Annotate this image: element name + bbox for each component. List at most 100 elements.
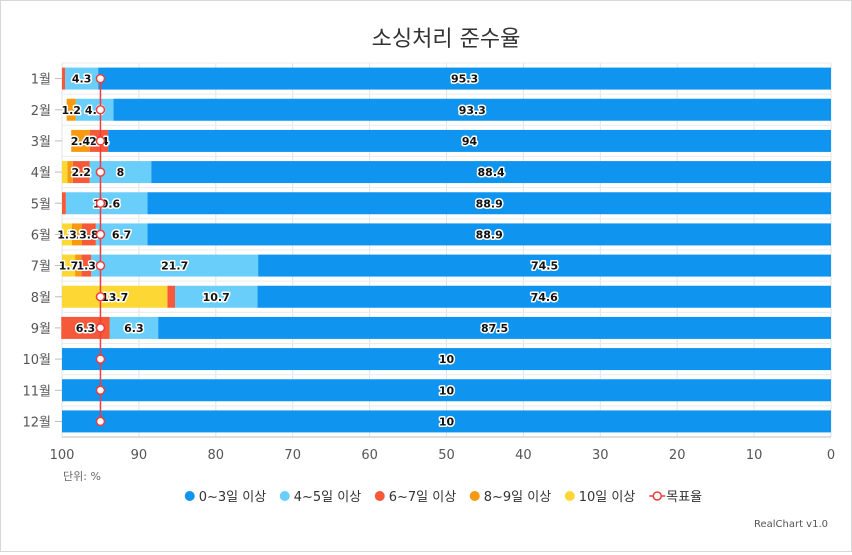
legend-item[interactable]: 10일 이상 (564, 490, 636, 505)
bar-segment[interactable] (62, 223, 72, 246)
target-marker[interactable] (95, 354, 106, 364)
legend-item[interactable]: 목표율 (649, 490, 702, 505)
bar-segment[interactable] (66, 98, 76, 121)
legend-swatch (564, 491, 575, 501)
data-label-halo: 8 (117, 166, 125, 179)
bar-segment[interactable] (158, 316, 831, 339)
target-marker[interactable] (95, 136, 106, 146)
data-label-halo: 6.3 (76, 322, 96, 335)
data-label: 1.7 (59, 260, 79, 273)
data-label: 4.3 (72, 73, 92, 86)
bar-segment[interactable] (81, 254, 92, 277)
data-label: 13.7 (101, 291, 128, 304)
credit-label: RealChart v1.0 (754, 519, 828, 530)
bar-segment[interactable] (62, 67, 66, 90)
target-marker[interactable] (95, 416, 106, 427)
bar-segment[interactable] (65, 192, 148, 215)
data-label-halo: 74.5 (531, 260, 558, 273)
category-label: 9월 (31, 322, 51, 337)
bar-segment[interactable] (71, 129, 90, 152)
bar-segment[interactable] (62, 285, 168, 308)
bars (61, 67, 832, 433)
category-label: 1월 (31, 73, 51, 88)
bar-segment[interactable] (62, 379, 831, 402)
x-tick-label: 60 (361, 448, 378, 463)
target-marker[interactable] (95, 229, 106, 240)
legend-item[interactable]: 0~3일 이상 (184, 490, 266, 505)
bar-segment[interactable] (67, 161, 73, 184)
data-label-halo: 1.2 (61, 104, 81, 117)
bar-segment[interactable] (72, 161, 90, 184)
category-label: 2월 (31, 104, 51, 119)
bar-segment[interactable] (71, 223, 82, 246)
data-label-halo: 88.9 (476, 228, 503, 241)
bar-segment[interactable] (98, 67, 831, 90)
target-marker[interactable] (95, 260, 106, 271)
data-label-halo: 10 (439, 415, 455, 428)
data-label-halo: 13.7 (101, 291, 128, 304)
target-marker[interactable] (95, 385, 106, 395)
target-marker[interactable] (95, 198, 106, 208)
gridlines (61, 62, 832, 438)
bar-segment[interactable] (175, 285, 258, 308)
data-label: 10.7 (203, 291, 230, 304)
target-line (95, 73, 106, 427)
target-marker[interactable] (95, 105, 106, 115)
bar-segment[interactable] (62, 348, 831, 371)
data-label-halo: 2.4 (71, 135, 91, 148)
bar-segment[interactable] (89, 161, 152, 184)
bar-segment[interactable] (257, 285, 831, 308)
legend-item[interactable]: 8~9일 이상 (469, 490, 551, 505)
bar-segment[interactable] (108, 129, 831, 152)
target-marker[interactable] (95, 167, 106, 177)
bar-segment[interactable] (61, 316, 110, 339)
x-tick-label: 100 (50, 448, 75, 463)
bar-segment[interactable] (62, 161, 68, 184)
bar-segment[interactable] (151, 161, 832, 184)
target-marker[interactable] (95, 323, 106, 333)
x-tick-label: 10 (746, 448, 763, 463)
bar-segment[interactable] (62, 410, 831, 433)
legend-item[interactable]: 4~5일 이상 (279, 490, 361, 505)
data-label-halo: 2.2 (71, 166, 91, 179)
data-label: 2.4 (71, 135, 91, 148)
category-label: 3월 (31, 135, 51, 150)
data-label: 1.3 (57, 228, 77, 241)
data-label-halo: 4.3 (72, 73, 92, 86)
data-label-halo: 10 (439, 384, 455, 397)
legend-item[interactable]: 6~7일 이상 (374, 490, 456, 505)
bar-segment[interactable] (62, 254, 76, 277)
bar-segment[interactable] (75, 98, 114, 121)
bar-segment[interactable] (258, 254, 832, 277)
legend[interactable]: 0~3일 이상 4~5일 이상 6~7일 이상 8~9일 이상 10일 이상 목표율 (184, 490, 702, 505)
bar-segment[interactable] (81, 223, 96, 246)
data-label: 93.3 (459, 104, 486, 117)
bar-segment[interactable] (91, 254, 259, 277)
bar-segment[interactable] (75, 254, 82, 277)
data-label: 1.2 (61, 104, 81, 117)
bar-segment[interactable] (147, 223, 831, 246)
data-label-halo: 87.5 (481, 322, 508, 335)
data-label: 1.8 (79, 228, 99, 241)
data-label: 6.3 (124, 322, 144, 335)
bar-segment[interactable] (113, 98, 831, 121)
data-label: 74.6 (531, 291, 558, 304)
bar-segment[interactable] (95, 223, 148, 246)
bar-segment[interactable] (62, 192, 66, 215)
unit-label: 단위: % (63, 470, 101, 483)
data-label-halo: 74.6 (531, 291, 558, 304)
target-marker[interactable] (95, 73, 106, 84)
data-label-halo: 93.3 (459, 104, 486, 117)
target-marker[interactable] (95, 292, 106, 302)
bar-segment[interactable] (167, 285, 176, 308)
bar-segment[interactable] (65, 67, 99, 90)
x-tick-label: 80 (208, 448, 225, 463)
data-label: 10 (439, 415, 455, 428)
category-axis: 1월 2월 3월 4월 5월 6월 7월 8월 9월 10월 11월 12월 (22, 73, 62, 430)
data-label: 10 (439, 384, 455, 397)
bar-segment[interactable] (109, 316, 159, 339)
bar-segment[interactable] (147, 192, 831, 215)
value-axis: 100 90 80 70 60 50 40 30 20 10 0 (50, 436, 835, 463)
